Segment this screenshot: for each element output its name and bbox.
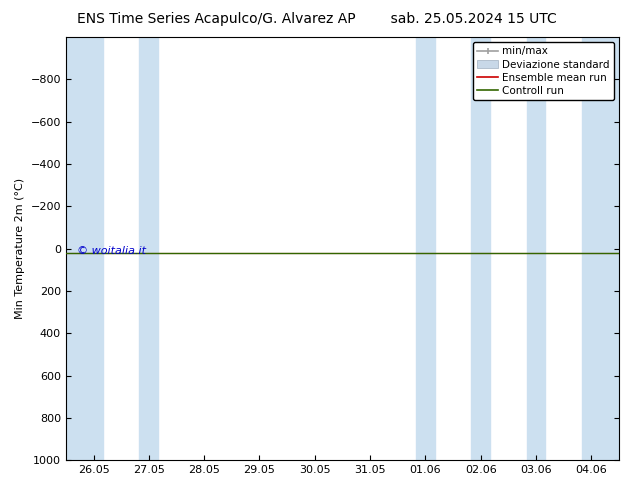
Y-axis label: Min Temperature 2m (°C): Min Temperature 2m (°C): [15, 178, 25, 319]
Bar: [582, 37, 619, 460]
Bar: [416, 37, 435, 460]
Text: ENS Time Series Acapulco/G. Alvarez AP        sab. 25.05.2024 15 UTC: ENS Time Series Acapulco/G. Alvarez AP s…: [77, 12, 557, 26]
Bar: [139, 37, 158, 460]
Bar: [66, 37, 103, 460]
Text: © woitalia.it: © woitalia.it: [77, 246, 146, 256]
Bar: [471, 37, 490, 460]
Bar: [527, 37, 545, 460]
Legend: min/max, Deviazione standard, Ensemble mean run, Controll run: min/max, Deviazione standard, Ensemble m…: [473, 42, 614, 100]
